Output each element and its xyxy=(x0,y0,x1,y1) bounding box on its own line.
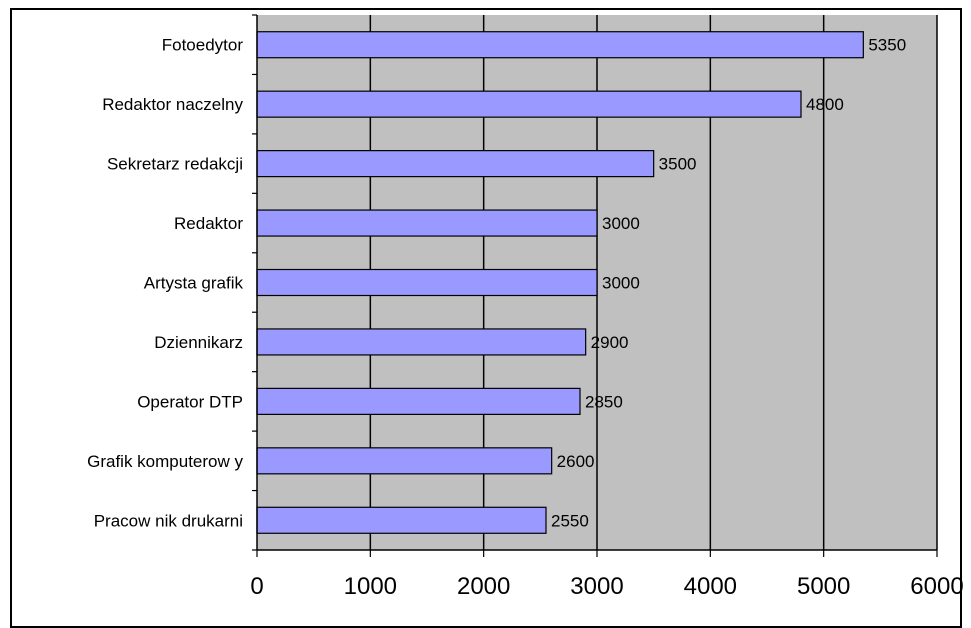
category-label: Redaktor xyxy=(174,214,243,233)
x-tick-label: 2000 xyxy=(457,573,510,600)
bar-9 xyxy=(256,506,547,534)
bar-1 xyxy=(256,31,864,59)
data-label: 5350 xyxy=(868,36,906,55)
category-label: Pracow nik drukarni xyxy=(94,511,243,530)
data-label: 2850 xyxy=(585,392,623,411)
bar-7 xyxy=(256,387,581,415)
category-label: Sekretarz redakcji xyxy=(107,155,243,174)
data-label: 3000 xyxy=(602,214,640,233)
x-tick-label: 1000 xyxy=(344,573,397,600)
category-label: Artysta grafik xyxy=(144,274,244,293)
bar-8 xyxy=(256,447,553,475)
x-tick-label: 0 xyxy=(250,573,263,600)
bar-6 xyxy=(256,328,587,356)
data-label: 4800 xyxy=(806,95,844,114)
category-label: Fotoedytor xyxy=(162,36,244,55)
category-label: Dziennikarz xyxy=(154,333,243,352)
data-label: 3500 xyxy=(659,155,697,174)
x-tick-label: 6000 xyxy=(910,573,963,600)
data-label: 3000 xyxy=(602,274,640,293)
bar-chart: Fotoedytor 5350 Redaktor naczelny 4800 Sekre… xyxy=(87,14,964,600)
x-tick-label: 4000 xyxy=(684,573,737,600)
category-label: Operator DTP xyxy=(137,392,243,411)
category-label: Grafik komputerow y xyxy=(87,452,243,471)
data-label: 2550 xyxy=(551,511,589,530)
category-label: Redaktor naczelny xyxy=(102,95,243,114)
data-label: 2600 xyxy=(557,452,595,471)
x-tick-label: 3000 xyxy=(570,573,623,600)
bar-3 xyxy=(256,150,655,178)
bar-2 xyxy=(256,90,802,118)
data-label: 2900 xyxy=(591,333,629,352)
x-tick-label: 5000 xyxy=(797,573,850,600)
bar-4 xyxy=(256,209,598,237)
bar-5 xyxy=(256,268,598,297)
